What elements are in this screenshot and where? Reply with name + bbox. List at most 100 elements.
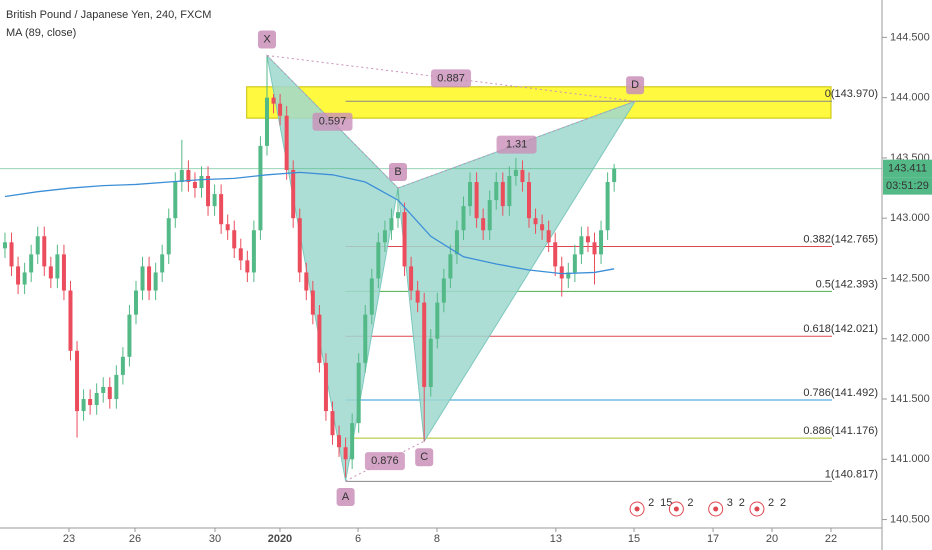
candle-body [402, 212, 407, 267]
y-tick-label: 141.000 [890, 453, 930, 465]
candle-body [127, 314, 132, 357]
candle-body [507, 176, 512, 207]
candle-body [297, 218, 302, 273]
point-label: X [263, 33, 271, 45]
candle-body [212, 194, 217, 207]
candle-body [356, 362, 361, 424]
candle-body [310, 290, 315, 315]
ratio-box [431, 69, 472, 88]
candle-body [579, 236, 584, 255]
candle-body [147, 266, 152, 291]
event-label: 3 [727, 497, 733, 509]
candle-body [35, 236, 40, 255]
event-label: 2 [739, 497, 745, 509]
point-box [257, 30, 276, 49]
x-tick-label: 15 [628, 533, 640, 545]
ratio-label: 0.876 [371, 455, 399, 467]
y-tick-label: 144.000 [890, 92, 930, 104]
candle-body [422, 302, 427, 387]
candle-body [612, 168, 617, 183]
candle-body [232, 230, 237, 249]
event-label: 2 [768, 497, 774, 509]
x-tick-label: 20 [766, 533, 778, 545]
fib-label: 0.618(142.021) [803, 323, 878, 335]
fib-label: 0.382(142.765) [803, 233, 878, 245]
candle-body [559, 266, 564, 279]
candle-body [101, 386, 106, 393]
candle-body [29, 254, 34, 273]
fib-label: 0.886(141.176) [803, 425, 878, 437]
candle-body [88, 399, 93, 406]
point-label: A [342, 491, 350, 503]
candle-body [605, 182, 610, 231]
ratio-box [496, 135, 537, 154]
event-label: 2 [687, 497, 693, 509]
event-label: 15 [660, 497, 672, 509]
price-tag [883, 159, 932, 178]
ratio-line [266, 55, 399, 189]
candle-body [546, 230, 551, 243]
x-tick-label: 22 [825, 533, 837, 545]
candle-body [42, 236, 47, 267]
candle-body [533, 218, 538, 225]
candle-body [278, 103, 283, 116]
candle-body [540, 224, 545, 231]
candle-body [494, 182, 499, 201]
candle-body [553, 242, 558, 267]
candle-body [186, 169, 191, 183]
candle-body [120, 356, 125, 375]
candle-body [114, 374, 119, 400]
candle-body [468, 182, 473, 207]
candle-body [527, 182, 532, 219]
candle-body [474, 182, 479, 219]
candle-body [337, 435, 342, 448]
candle-body [585, 236, 590, 243]
candle-body [81, 399, 86, 412]
candle-body [140, 266, 145, 291]
ratio-label: 1.31 [506, 139, 527, 151]
candle-body [219, 194, 224, 225]
fib-label: 0.5(142.393) [816, 278, 878, 290]
candle-body [107, 386, 112, 400]
candle-body [409, 266, 414, 291]
point-box [388, 163, 407, 182]
y-tick-label: 144.500 [890, 31, 930, 43]
candle-body [61, 254, 66, 291]
candle-body [382, 230, 387, 243]
countdown-box [883, 177, 932, 195]
x-tick-label: 17 [707, 533, 719, 545]
candle-body [192, 182, 197, 189]
candle-body [363, 314, 368, 363]
candle-body [68, 290, 73, 351]
candle-body [435, 302, 440, 339]
candle-body [55, 254, 60, 279]
candle-body [160, 254, 165, 273]
candle-body [395, 212, 400, 219]
ma-label: MA (89, close) [6, 27, 76, 39]
candle-body [520, 169, 525, 183]
candle-body [271, 97, 276, 104]
candle-body [22, 272, 27, 285]
candle-body [133, 290, 138, 315]
y-tick-label: 142.500 [890, 272, 930, 284]
candle-body [487, 200, 492, 231]
fib-label: 0.786(141.492) [803, 387, 878, 399]
candle-body [441, 278, 446, 303]
ratio-label: 0.887 [437, 72, 465, 84]
event-label: 2 [648, 497, 654, 509]
event-dot [634, 506, 640, 512]
candle-body [454, 230, 459, 255]
candle-body [199, 176, 204, 189]
x-tick-label: 30 [209, 533, 221, 545]
candle-body [566, 272, 571, 279]
candle-body [16, 266, 21, 285]
ratio-box [312, 112, 353, 131]
candle-body [264, 97, 269, 146]
candle-body [369, 278, 374, 315]
y-tick-label: 143.000 [890, 212, 930, 224]
candle-body [238, 248, 243, 261]
fib-label: 0(143.970) [825, 88, 878, 100]
event-dot [754, 506, 760, 512]
candle-body [166, 218, 171, 255]
